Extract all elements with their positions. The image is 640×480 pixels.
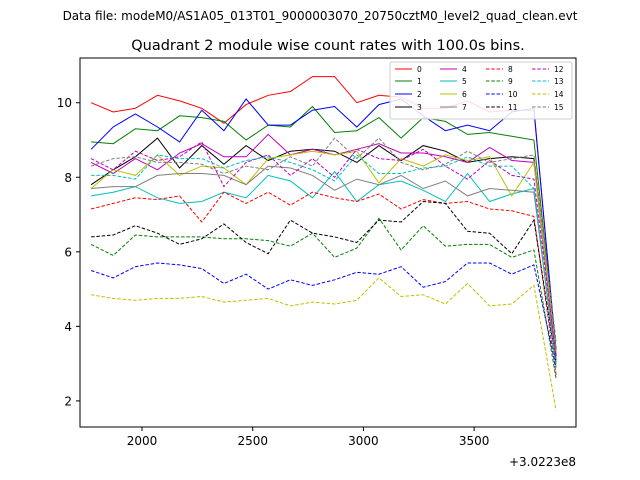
legend-entry-9: 9 bbox=[486, 77, 513, 86]
series-line-7 bbox=[91, 165, 557, 364]
series-line-9 bbox=[90, 217, 557, 379]
series-line-10 bbox=[90, 262, 557, 368]
series-line-5 bbox=[91, 170, 557, 368]
legend-label: 4 bbox=[462, 65, 467, 74]
legend-entry-1: 1 bbox=[395, 77, 422, 86]
legend-label: 15 bbox=[554, 103, 564, 112]
series-line-13 bbox=[91, 154, 557, 368]
series-line-12 bbox=[90, 141, 557, 357]
legend-entry-11: 11 bbox=[486, 103, 518, 112]
legend-label: 2 bbox=[417, 90, 422, 99]
series-line-15 bbox=[90, 137, 557, 342]
legend-entry-14: 14 bbox=[532, 90, 564, 99]
legend-entry-12: 12 bbox=[532, 65, 564, 74]
x-offset-label: +3.0223e8 bbox=[509, 455, 576, 469]
legend-label: 13 bbox=[554, 77, 564, 86]
legend-label: 12 bbox=[554, 65, 564, 74]
x-tick-label: 2500 bbox=[237, 434, 268, 448]
y-tick-label: 2 bbox=[64, 394, 72, 408]
plot-frame bbox=[79, 57, 577, 428]
legend-entry-8: 8 bbox=[486, 65, 513, 74]
legend-frame bbox=[389, 61, 573, 120]
x-tick-label: 3500 bbox=[459, 434, 490, 448]
y-tick-label: 4 bbox=[64, 320, 72, 334]
legend-label: 6 bbox=[462, 90, 467, 99]
legend-entry-0: 0 bbox=[395, 65, 422, 74]
x-axis-ticks: 2000 2500 3000 3500 bbox=[127, 427, 490, 448]
legend-label: 9 bbox=[508, 77, 513, 86]
legend-label: 14 bbox=[554, 90, 564, 99]
legend-label: 1 bbox=[417, 77, 422, 86]
series-line-8 bbox=[90, 191, 557, 375]
series-line-1 bbox=[91, 105, 557, 349]
legend-label: 10 bbox=[508, 90, 518, 99]
legend-entry-4: 4 bbox=[440, 65, 467, 74]
figure-suptitle: Data file: modeM0/AS1A05_013T01_90000030… bbox=[63, 9, 578, 23]
y-tick-label: 10 bbox=[57, 96, 72, 110]
legend-label: 7 bbox=[462, 103, 467, 112]
legend-entry-10: 10 bbox=[486, 90, 518, 99]
legend-label: 5 bbox=[462, 77, 467, 86]
legend-label: 8 bbox=[508, 65, 513, 74]
legend-entry-7: 7 bbox=[440, 103, 467, 112]
series-line-2 bbox=[90, 98, 557, 353]
y-tick-label: 6 bbox=[64, 245, 72, 259]
y-tick-label: 8 bbox=[64, 171, 72, 185]
series-layer bbox=[90, 76, 557, 411]
series-line-11 bbox=[91, 200, 557, 364]
y-axis-ticks: 2 4 6 8 10 bbox=[57, 96, 80, 408]
x-tick-label: 2000 bbox=[127, 434, 158, 448]
legend-entry-13: 13 bbox=[532, 77, 564, 86]
series-line-6 bbox=[90, 150, 557, 353]
legend-entry-15: 15 bbox=[532, 103, 564, 112]
series-line-14 bbox=[91, 277, 557, 411]
x-tick-label: 3000 bbox=[348, 434, 379, 448]
legend-label: 0 bbox=[417, 65, 422, 74]
legend-entry-5: 5 bbox=[440, 77, 467, 86]
legend-label: 11 bbox=[508, 103, 518, 112]
legend-label: 3 bbox=[417, 103, 422, 112]
legend-entry-2: 2 bbox=[395, 90, 422, 99]
legend-entry-6: 6 bbox=[440, 90, 467, 99]
legend-entry-3: 3 bbox=[395, 103, 422, 112]
series-line-3 bbox=[90, 137, 557, 357]
chart-title: Quadrant 2 module wise count rates with … bbox=[131, 38, 525, 54]
